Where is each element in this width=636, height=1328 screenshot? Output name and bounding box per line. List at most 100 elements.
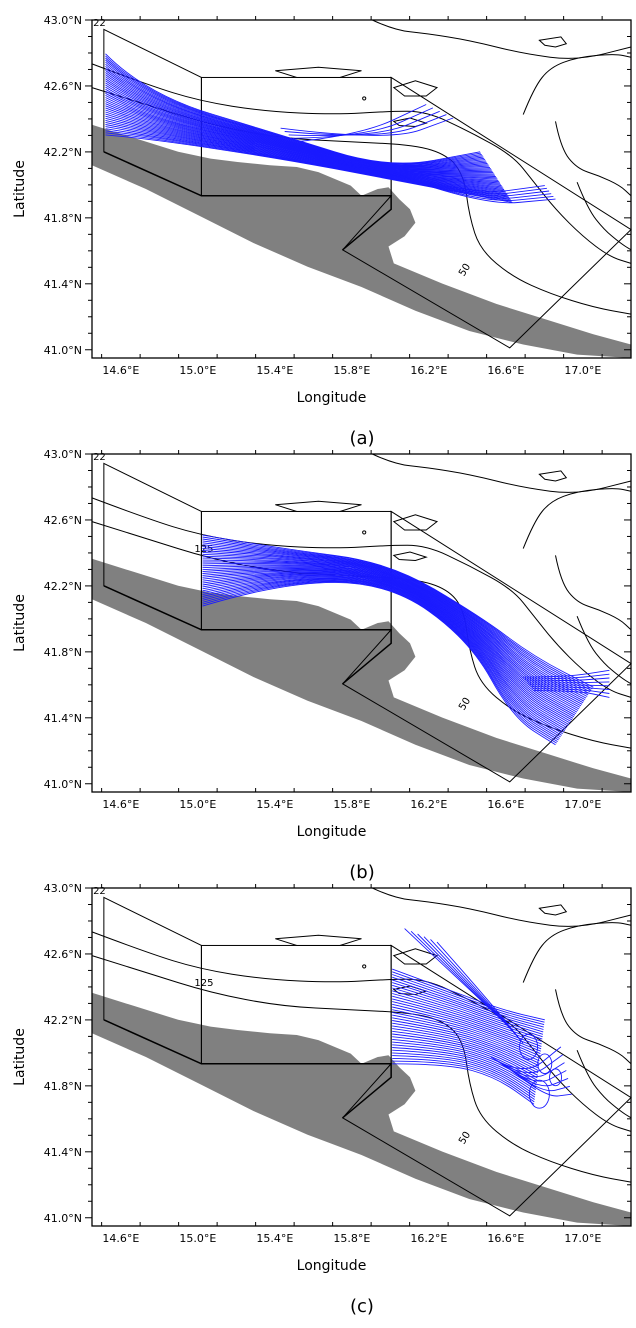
lon-tick-label: 15.4°E <box>256 798 293 811</box>
particle-trajectory <box>202 579 560 739</box>
particle-trajectory <box>105 84 493 173</box>
particle-trajectory-branch <box>532 688 610 694</box>
lat-tick-label: 42.6°N <box>44 80 82 93</box>
trajectory-loop-4 <box>528 1079 550 1109</box>
isobath-contour-3 <box>372 453 632 493</box>
particle-trajectory <box>392 1060 535 1103</box>
x-axis-title: Longitude <box>297 824 367 840</box>
particle-trajectory <box>105 132 512 202</box>
particle-trajectory-branch <box>292 107 434 139</box>
contour-label-22: 22 <box>93 452 106 463</box>
particle-trajectory-branch <box>527 681 610 684</box>
particle-trajectory <box>392 979 544 1030</box>
particle-trajectory <box>202 555 583 705</box>
contour-label-22: 22 <box>93 886 106 897</box>
contour-label-125: 125 <box>194 544 213 555</box>
particle-trajectory <box>202 576 563 735</box>
particle-trajectory <box>105 70 487 168</box>
particle-trajectory <box>202 561 580 710</box>
lon-tick-label: 16.2°E <box>410 798 447 811</box>
closed-contour-4 <box>538 36 568 48</box>
particle-trajectory-branch <box>417 933 518 1036</box>
particle-trajectory <box>202 569 573 721</box>
particle-trajectory <box>202 544 589 696</box>
particle-trajectory <box>392 995 542 1045</box>
particle-trajectory <box>202 581 557 744</box>
particle-trajectory <box>392 1044 537 1088</box>
particle-trajectory-branch <box>529 684 610 687</box>
y-axis-title: Latitude <box>12 160 28 218</box>
isobath-contour-6 <box>576 1050 632 1119</box>
particle-trajectory <box>392 1049 536 1093</box>
particle-trajectory-branch <box>436 941 524 1044</box>
lon-tick-label: 14.6°E <box>102 798 139 811</box>
particle-trajectory <box>202 575 565 732</box>
panel-label: (b) <box>349 862 374 883</box>
panel-label: (c) <box>350 1296 374 1317</box>
map-panel-b: 50 125 22 14.6°E 15.0°E 15.4°E 15.8°E 16.2°E 16.… <box>12 448 632 883</box>
particle-trajectory <box>392 1030 538 1076</box>
lon-tick-label: 15.4°E <box>256 1232 293 1245</box>
particle-trajectory <box>202 570 572 722</box>
particle-trajectory <box>392 968 545 1021</box>
particle-trajectory <box>202 548 587 699</box>
lon-tick-label: 15.0°E <box>179 364 216 377</box>
lon-tick-label: 17.0°E <box>564 364 601 377</box>
particle-trajectory-branch <box>288 110 440 137</box>
isobath-contour-2 <box>91 63 632 264</box>
particle-trajectory-branch <box>526 677 610 682</box>
lon-tick-label: 16.2°E <box>410 1232 447 1245</box>
lon-tick-label: 16.6°E <box>487 1232 524 1245</box>
lon-tick-label: 15.8°E <box>333 1232 370 1245</box>
lat-tick-label: 41.0°N <box>44 778 82 791</box>
particle-trajectory <box>105 121 508 196</box>
release-box-right <box>341 510 632 783</box>
particle-trajectory-branch <box>296 104 427 143</box>
map-panel-c: 50 125 22 14.6°E 15.0°E 15.4°E 15.8°E 16.2°E 16.… <box>12 882 632 1317</box>
closed-contour-3 <box>392 80 439 97</box>
lat-tick-label: 42.2°N <box>44 1014 82 1027</box>
isobath-contour-4 <box>522 922 632 983</box>
lon-tick-label: 16.6°E <box>487 364 524 377</box>
lat-tick-label: 43.0°N <box>44 448 82 461</box>
particle-trajectory <box>392 1001 542 1050</box>
y-axis-title: Latitude <box>12 594 28 652</box>
lat-tick-label: 41.8°N <box>44 646 82 659</box>
lat-tick-label: 41.4°N <box>44 1146 82 1159</box>
particle-trajectory <box>202 576 564 733</box>
particle-trajectory <box>105 101 500 183</box>
contour-label-50: 50 <box>457 262 473 279</box>
particle-trajectory <box>392 1028 539 1074</box>
isobath-contour-5 <box>555 555 632 631</box>
particle-trajectory-branch <box>504 1065 569 1087</box>
particle-trajectory <box>105 80 491 172</box>
lat-tick-label: 42.2°N <box>44 580 82 593</box>
particle-trajectory <box>202 577 562 736</box>
isobath-contour-5 <box>555 121 632 197</box>
particle-trajectory-branch <box>423 936 520 1039</box>
panel-label: (a) <box>349 428 374 449</box>
trajectory-bundle <box>105 53 556 204</box>
particle-trajectory <box>202 546 588 697</box>
particle-trajectory <box>392 1052 536 1096</box>
particle-trajectory <box>202 538 592 691</box>
closed-contour-1 <box>275 66 362 78</box>
isobath-contour-4 <box>522 488 632 549</box>
particle-trajectory <box>202 580 558 742</box>
lat-tick-label: 41.4°N <box>44 278 82 291</box>
lat-tick-label: 41.4°N <box>44 712 82 725</box>
particle-trajectory-branch <box>284 114 447 136</box>
particle-trajectory-branch <box>280 117 454 136</box>
particle-trajectory <box>392 974 545 1026</box>
isobath-contour-3 <box>372 19 632 59</box>
lat-tick-label: 42.6°N <box>44 514 82 527</box>
closed-contour-3 <box>392 514 439 531</box>
coastal-boundary-line <box>103 151 392 251</box>
particle-trajectory <box>202 571 571 724</box>
lon-tick-label: 14.6°E <box>102 364 139 377</box>
map-panel-a: 50 22 14.6°E 15.0°E 15.4°E 15.8°E 16.2°E 16.6°E… <box>12 14 632 449</box>
coastline-land <box>92 992 631 1226</box>
particle-trajectory <box>392 1009 541 1057</box>
particle-trajectory-branch <box>533 690 610 698</box>
particle-trajectory <box>105 90 496 176</box>
